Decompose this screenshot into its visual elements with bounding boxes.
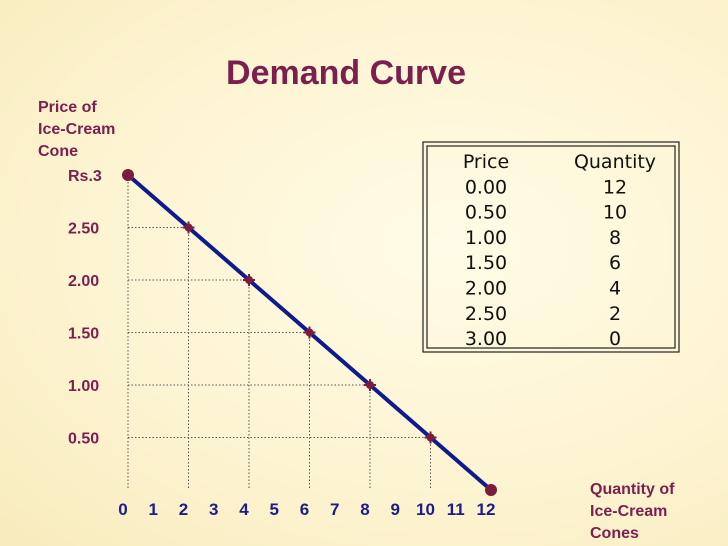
y-tick-label: 2.00 — [68, 273, 99, 290]
x-tick-label: 1 — [149, 500, 158, 519]
demand-series — [122, 169, 497, 496]
data-point — [182, 221, 195, 234]
data-point — [303, 326, 316, 339]
table-cell-price: 3.00 — [465, 328, 507, 350]
y-axis-label-line-2: Ice-Cream — [38, 121, 115, 138]
x-tick-label: 12 — [477, 500, 496, 519]
data-point — [424, 431, 437, 444]
y-tick-label: 1.00 — [68, 378, 99, 395]
x-tick-label: 8 — [360, 500, 369, 519]
table-header-price: Price — [463, 151, 509, 173]
table-header-quantity: Quantity — [574, 151, 656, 173]
table-cell-price: 0.00 — [465, 176, 507, 198]
table-cell-price: 1.50 — [465, 252, 507, 274]
data-point — [364, 379, 376, 391]
chart-title: Demand Curve — [226, 54, 466, 92]
x-tick-label: 2 — [179, 500, 188, 519]
table-cell-quantity: 2 — [609, 303, 621, 325]
guide-lines — [127, 175, 431, 490]
x-tick-label: 0 — [118, 500, 127, 519]
x-tick-label: 6 — [300, 500, 309, 519]
table-cell-quantity: 12 — [603, 176, 627, 198]
y-tick-label: 0.50 — [68, 431, 99, 448]
data-point — [122, 169, 134, 181]
x-tick-label: 11 — [447, 500, 465, 519]
table-cell-quantity: 4 — [609, 278, 621, 300]
table-cell-price: 2.00 — [465, 278, 507, 300]
x-tick-label: 4 — [239, 500, 249, 519]
y-axis-label-line-3: Cone — [38, 143, 78, 160]
x-tick-label: 5 — [270, 500, 279, 519]
y-tick-label: Rs.3 — [68, 168, 102, 185]
x-tick-labels: 0 1 2 3 4 5 6 7 8 9 10 11 12 — [118, 500, 495, 519]
table-cell-quantity: 10 — [603, 202, 627, 224]
table-cell-price: 1.00 — [465, 227, 507, 249]
x-tick-label: 9 — [391, 500, 400, 519]
x-axis-label-line-1: Quantity of — [590, 481, 675, 498]
table-border-inner — [426, 145, 676, 349]
y-axis-label-line-1: Price of — [38, 99, 97, 116]
x-tick-label: 3 — [209, 500, 218, 519]
x-tick-label: 10 — [416, 500, 435, 519]
price-quantity-table: Price Quantity 0.00 12 0.50 10 1.00 8 1.50 6 2.00 4… — [422, 141, 680, 353]
data-point — [485, 484, 497, 496]
table-cell-price: 0.50 — [465, 202, 507, 224]
table-cell-quantity: 6 — [609, 252, 621, 274]
x-axis-label-line-3: Cones — [590, 525, 639, 542]
x-tick-label: 7 — [330, 500, 339, 519]
x-axis-label-line-2: Ice-Cream — [590, 503, 667, 520]
table-border-outer — [422, 141, 680, 353]
table-cell-quantity: 0 — [609, 328, 621, 350]
y-tick-label: 1.50 — [68, 326, 99, 343]
table-cell-quantity: 8 — [609, 227, 621, 249]
y-tick-label: 2.50 — [68, 221, 99, 238]
data-point — [243, 274, 255, 286]
y-tick-labels: Rs.3 2.50 2.00 1.50 1.00 0.50 — [68, 168, 102, 448]
table-cell-price: 2.50 — [465, 303, 507, 325]
